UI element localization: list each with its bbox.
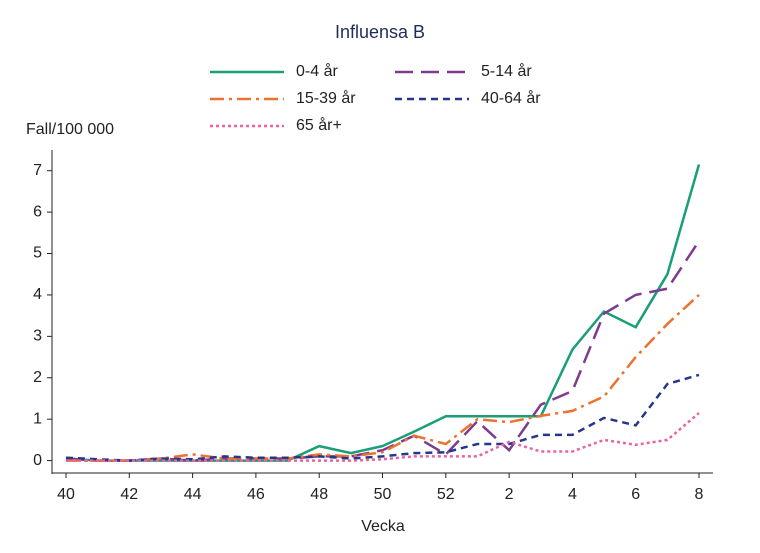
x-tick-label: 8 — [695, 486, 704, 503]
legend-label: 40-64 år — [481, 89, 541, 107]
series-line — [65, 240, 701, 462]
y-tick-label: 4 — [33, 286, 42, 303]
y-tick-label: 7 — [33, 162, 42, 179]
x-tick-label: 50 — [374, 486, 392, 503]
y-tick-label: 1 — [33, 410, 42, 427]
y-tick-label: 5 — [33, 245, 42, 262]
y-tick-label: 6 — [33, 203, 42, 220]
y-tick-label: 0 — [33, 452, 42, 469]
x-tick-label: 40 — [57, 486, 75, 503]
x-tick-label: 46 — [247, 486, 265, 503]
legend-label: 5-14 år — [481, 62, 532, 80]
x-axis-label: Vecka — [361, 518, 405, 535]
y-axis-label: Fall/100 000 — [26, 121, 114, 138]
y-tick-label: 3 — [33, 328, 42, 345]
series-line — [65, 164, 701, 462]
series-line — [66, 293, 700, 462]
series-line — [65, 373, 700, 462]
x-tick-label: 48 — [310, 486, 328, 503]
legend-label: 0-4 år — [296, 62, 338, 80]
x-tick-label: 2 — [505, 486, 514, 503]
x-tick-label: 4 — [568, 486, 577, 503]
x-tick-label: 52 — [437, 486, 455, 503]
chart-title: Influensa B — [335, 22, 425, 42]
x-tick-label: 42 — [120, 486, 138, 503]
x-tick-label: 44 — [184, 486, 202, 503]
x-tick-label: 6 — [631, 486, 640, 503]
y-tick-label: 2 — [33, 369, 42, 386]
legend-label: 15-39 år — [296, 89, 356, 107]
legend-label: 65 år+ — [296, 116, 342, 134]
